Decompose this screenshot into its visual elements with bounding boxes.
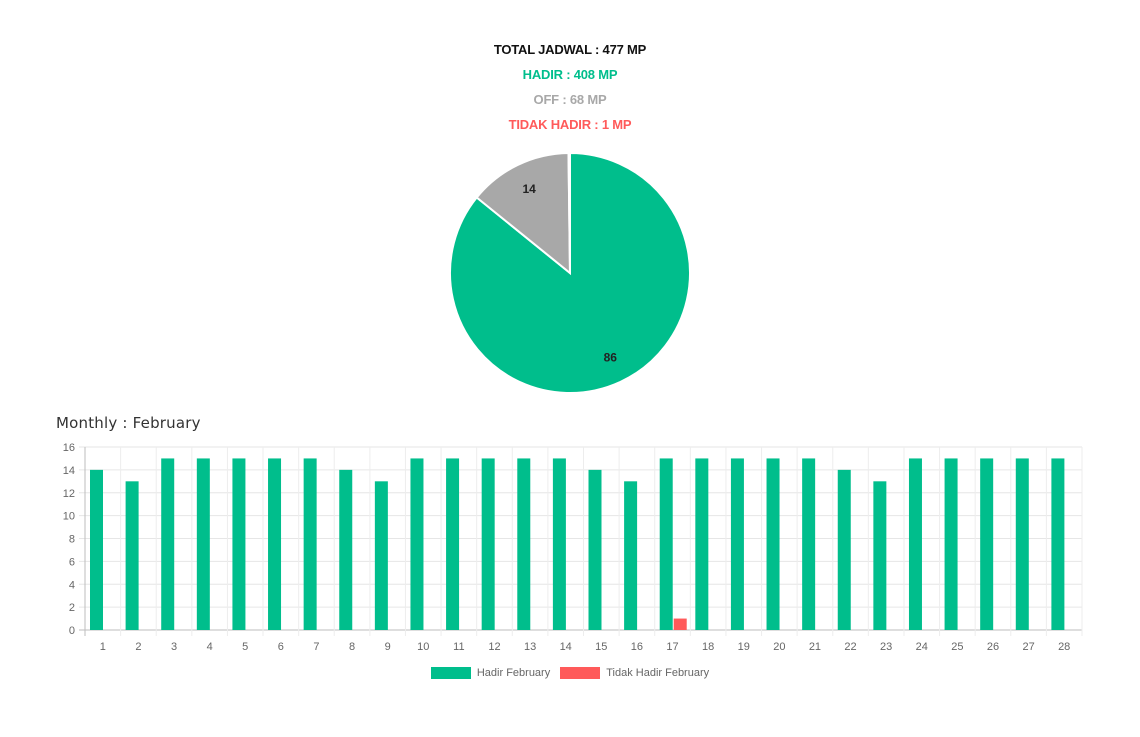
bar-hadir[interactable]	[339, 469, 353, 630]
x-tick-label: 11	[453, 641, 464, 653]
bar-hadir[interactable]	[446, 458, 460, 630]
bar-hadir[interactable]	[374, 481, 388, 630]
bar-hadir[interactable]	[196, 458, 210, 630]
y-tick-label: 0	[69, 625, 75, 637]
x-tick-label: 1	[100, 641, 106, 653]
absent-label: TIDAK HADIR : 1 MP	[508, 117, 632, 132]
pie-slice-hadir[interactable]	[449, 151, 691, 394]
x-tick-label: 15	[595, 641, 607, 653]
present-label: HADIR : 408 MP	[522, 67, 618, 82]
x-tick-label: 26	[987, 641, 999, 653]
x-tick-label: 6	[278, 641, 284, 653]
bar-hadir[interactable]	[802, 458, 816, 630]
y-tick-label: 12	[63, 488, 75, 500]
pie-label-off: 14	[522, 182, 536, 196]
x-tick-label: 19	[738, 641, 750, 653]
x-tick-label: 23	[880, 641, 892, 653]
x-tick-label: 27	[1022, 641, 1034, 653]
bar-hadir[interactable]	[980, 458, 994, 630]
y-tick-label: 6	[69, 556, 75, 568]
bar-tidak-hadir[interactable]	[673, 618, 687, 630]
x-tick-label: 17	[666, 641, 678, 653]
monthly-title: Monthly : February	[56, 414, 201, 432]
bar-hadir[interactable]	[944, 458, 958, 630]
bar-hadir[interactable]	[232, 458, 246, 630]
pie-label-hadir: 86	[604, 350, 618, 364]
x-tick-label: 4	[207, 641, 213, 653]
bar-hadir[interactable]	[1015, 458, 1029, 630]
y-tick-label: 16	[63, 442, 75, 454]
pie-slice-tidak-hadir[interactable]	[567, 151, 571, 274]
x-tick-label: 10	[417, 641, 429, 653]
y-tick-label: 10	[63, 511, 75, 523]
x-tick-label: 20	[773, 641, 785, 653]
x-tick-label: 8	[349, 641, 355, 653]
legend-label-hadir: Hadir February	[476, 667, 551, 679]
bar-hadir[interactable]	[837, 469, 851, 630]
bar-hadir[interactable]	[268, 458, 282, 630]
bar-hadir[interactable]	[695, 458, 709, 630]
bar-hadir[interactable]	[161, 458, 175, 630]
x-tick-label: 14	[560, 641, 572, 653]
x-tick-label: 21	[809, 641, 821, 653]
y-tick-label: 4	[69, 579, 75, 591]
x-tick-label: 5	[242, 641, 248, 653]
bar-hadir[interactable]	[659, 458, 673, 630]
off-label: OFF : 68 MP	[533, 92, 607, 107]
bar-hadir[interactable]	[303, 458, 317, 630]
legend-swatch-tidak-hadir	[560, 667, 601, 679]
y-tick-label: 2	[69, 602, 75, 614]
x-tick-label: 13	[524, 641, 536, 653]
bar-hadir[interactable]	[552, 458, 566, 630]
bar-hadir[interactable]	[624, 481, 638, 630]
x-tick-label: 7	[313, 641, 319, 653]
attendance-pie-chart: 86 14	[449, 151, 691, 394]
bar-hadir[interactable]	[125, 481, 139, 630]
x-tick-label: 3	[171, 641, 177, 653]
bar-hadir[interactable]	[908, 458, 922, 630]
x-tick-label: 2	[135, 641, 141, 653]
y-tick-label: 8	[69, 534, 75, 546]
bar-hadir[interactable]	[766, 458, 780, 630]
legend-label-tidak-hadir: Tidak Hadir February	[606, 667, 710, 679]
legend-swatch-hadir	[430, 667, 471, 679]
x-tick-label: 28	[1058, 641, 1070, 653]
bar-hadir[interactable]	[730, 458, 744, 630]
x-tick-label: 9	[385, 641, 391, 653]
attendance-summary: TOTAL JADWAL : 477 MP HADIR : 408 MP OFF…	[0, 40, 1140, 140]
bar-hadir[interactable]	[481, 458, 495, 630]
legend-item-hadir[interactable]: Hadir February	[430, 667, 551, 679]
bar-hadir[interactable]	[410, 458, 424, 630]
pie-slice-off[interactable]	[475, 151, 572, 276]
x-tick-label: 24	[916, 641, 928, 653]
x-tick-label: 12	[488, 641, 500, 653]
bar-chart-legend: Hadir February Tidak Hadir February	[0, 667, 1140, 679]
legend-item-tidak-hadir[interactable]: Tidak Hadir February	[560, 667, 709, 679]
bar-hadir[interactable]	[517, 458, 531, 630]
bar-hadir[interactable]	[90, 469, 103, 630]
x-tick-label: 22	[844, 641, 856, 653]
x-tick-label: 25	[951, 641, 963, 653]
bar-hadir[interactable]	[873, 481, 887, 630]
y-tick-label: 14	[63, 465, 75, 477]
bar-hadir[interactable]	[588, 469, 602, 630]
x-tick-label: 18	[702, 641, 714, 653]
x-tick-label: 16	[631, 641, 643, 653]
bar-hadir[interactable]	[1051, 458, 1065, 630]
total-schedule-label: TOTAL JADWAL : 477 MP	[493, 42, 647, 57]
